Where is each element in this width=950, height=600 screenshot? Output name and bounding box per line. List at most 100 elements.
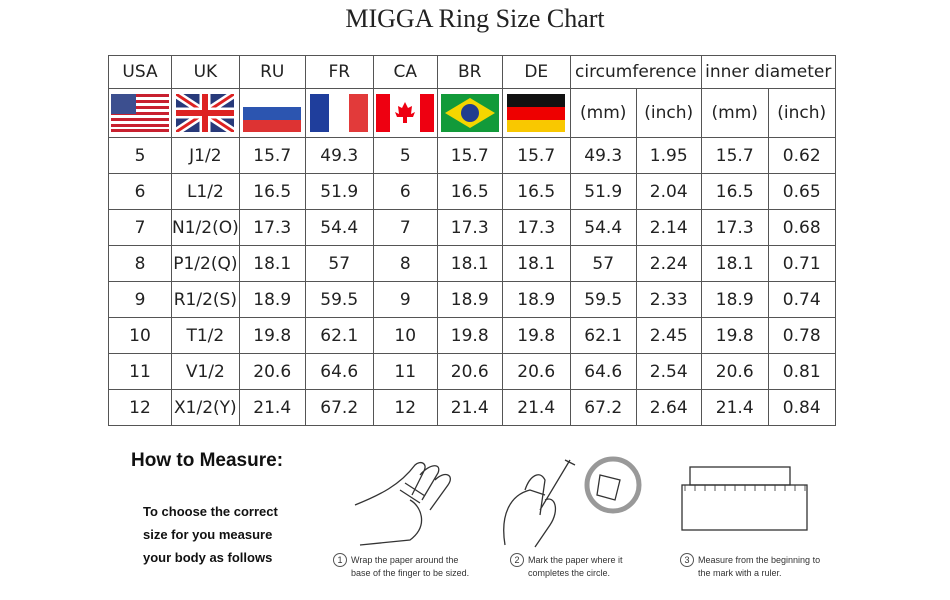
table-cell: 17.3: [238, 209, 306, 246]
table-cell: 0.84: [767, 389, 836, 426]
header-circumference: circumference: [569, 55, 702, 89]
table-row: 7 N1/2(O) 17.3 54.4 7 17.3 17.3 54.4 2.14 17.3 0.6…: [108, 209, 836, 246]
table-cell: 15.7: [238, 137, 306, 174]
table-cell: 9: [372, 281, 438, 318]
header-row: USA UK RU FR CA BR DE circumference inne…: [108, 55, 836, 89]
step-text: Wrap the paper around the: [351, 555, 459, 565]
header-usa: USA: [108, 55, 172, 89]
table-cell: 20.6: [436, 353, 503, 390]
table-cell: 16.5: [501, 173, 571, 210]
brazil-flag-icon: [440, 94, 499, 132]
table-cell: 21.4: [501, 389, 571, 426]
table-cell: 16.5: [238, 173, 306, 210]
chart-title: MIGGA Ring Size Chart: [345, 4, 605, 33]
table-cell: 0.62: [767, 137, 836, 174]
intro-line: your body as follows: [143, 550, 273, 565]
table-cell: 18.9: [436, 281, 503, 318]
table-cell: 62.1: [569, 317, 637, 354]
table-cell: 2.24: [635, 245, 702, 282]
header-ca: CA: [372, 55, 438, 89]
step-number: 1: [333, 553, 347, 567]
intro-line: To choose the correct: [143, 504, 278, 519]
table-cell: 0.71: [767, 245, 836, 282]
table-cell: 2.64: [635, 389, 702, 426]
ring-size-table: USA UK RU FR CA BR DE circumference inne…: [108, 55, 836, 426]
subheader-circ-mm: (mm): [569, 88, 637, 138]
subheader-diam-inch: (inch): [767, 88, 836, 138]
table-cell: 20.6: [238, 353, 306, 390]
table-cell: 0.81: [767, 353, 836, 390]
table-cell: J1/2: [171, 137, 240, 174]
table-cell: V1/2: [171, 353, 240, 390]
table-cell: 20.6: [501, 353, 571, 390]
table-cell: 57: [569, 245, 637, 282]
table-cell: 10: [108, 317, 172, 354]
table-cell: 18.1: [700, 245, 769, 282]
uk-flag-icon: [176, 94, 235, 132]
step-1: 1 Wrap the paper around the base of the fi…: [333, 553, 469, 579]
table-cell: 21.4: [238, 389, 306, 426]
table-row: 10 T1/2 19.8 62.1 10 19.8 19.8 62.1 2.45 19.8 0.78: [108, 317, 836, 354]
table-cell: 11: [372, 353, 438, 390]
table-cell: 15.7: [700, 137, 769, 174]
us-flag-icon: [111, 94, 169, 132]
table-cell: 11: [108, 353, 172, 390]
wrap-finger-illustration: [354, 461, 451, 546]
table-cell: 17.3: [501, 209, 571, 246]
table-cell: 20.6: [700, 353, 769, 390]
table-cell: 0.78: [767, 317, 836, 354]
table-cell: 5: [108, 137, 172, 174]
header-de: DE: [501, 55, 571, 89]
subheader-circ-inch: (inch): [635, 88, 702, 138]
table-cell: 18.1: [436, 245, 503, 282]
header-fr: FR: [304, 55, 374, 89]
table-cell: 51.9: [569, 173, 637, 210]
table-cell: 17.3: [700, 209, 769, 246]
table-cell: 2.33: [635, 281, 702, 318]
table-cell: 49.3: [304, 137, 374, 174]
table-cell: 6: [108, 173, 172, 210]
table-row: 8 P1/2(Q) 18.1 57 8 18.1 18.1 57 2.24 18.1 0.71: [108, 245, 836, 282]
table-cell: 19.8: [501, 317, 571, 354]
table-cell: 7: [372, 209, 438, 246]
table-cell: 57: [304, 245, 374, 282]
table-cell: T1/2: [171, 317, 240, 354]
table-row: 5 J1/2 15.7 49.3 5 15.7 15.7 49.3 1.95 15.7 0.62: [108, 137, 836, 174]
russia-flag-icon: [243, 94, 302, 132]
step-text: base of the finger to be sized.: [351, 568, 470, 578]
table-cell: 6: [372, 173, 438, 210]
table-cell: 19.8: [436, 317, 503, 354]
table-cell: 8: [372, 245, 438, 282]
canada-flag-icon: [376, 94, 435, 132]
table-cell: 21.4: [700, 389, 769, 426]
header-inner-diameter: inner diameter: [700, 55, 836, 89]
table-cell: 19.8: [238, 317, 306, 354]
step-text: completes the circle.: [528, 568, 611, 578]
germany-flag-icon: [507, 94, 566, 132]
table-cell: 19.8: [700, 317, 769, 354]
table-cell: 16.5: [436, 173, 503, 210]
table-cell: 51.9: [304, 173, 374, 210]
table-cell: 12: [108, 389, 172, 426]
step-2: 2 Mark the paper where it completes the ci…: [510, 553, 623, 579]
step-3: 3 Measure from the beginning to the mark w…: [680, 553, 820, 579]
table-cell: 18.9: [700, 281, 769, 318]
ruler-illustration: [681, 466, 808, 531]
table-cell: 17.3: [436, 209, 503, 246]
table-cell: 16.5: [700, 173, 769, 210]
table-row: 12 X1/2(Y) 21.4 67.2 12 21.4 21.4 67.2 2.64 21.4 0…: [108, 389, 836, 426]
table-cell: 21.4: [436, 389, 503, 426]
table-cell: 59.5: [304, 281, 374, 318]
header-ru: RU: [238, 55, 306, 89]
header-br: BR: [436, 55, 503, 89]
table-row: 9 R1/2(S) 18.9 59.5 9 18.9 18.9 59.5 2.33 18.9 0.7…: [108, 281, 836, 318]
table-cell: 2.45: [635, 317, 702, 354]
table-cell: 7: [108, 209, 172, 246]
table-cell: X1/2(Y): [171, 389, 240, 426]
step-text: Measure from the beginning to: [698, 555, 821, 565]
step-number: 3: [680, 553, 694, 567]
table-cell: 12: [372, 389, 438, 426]
table-cell: 67.2: [304, 389, 374, 426]
table-cell: 9: [108, 281, 172, 318]
table-cell: 62.1: [304, 317, 374, 354]
